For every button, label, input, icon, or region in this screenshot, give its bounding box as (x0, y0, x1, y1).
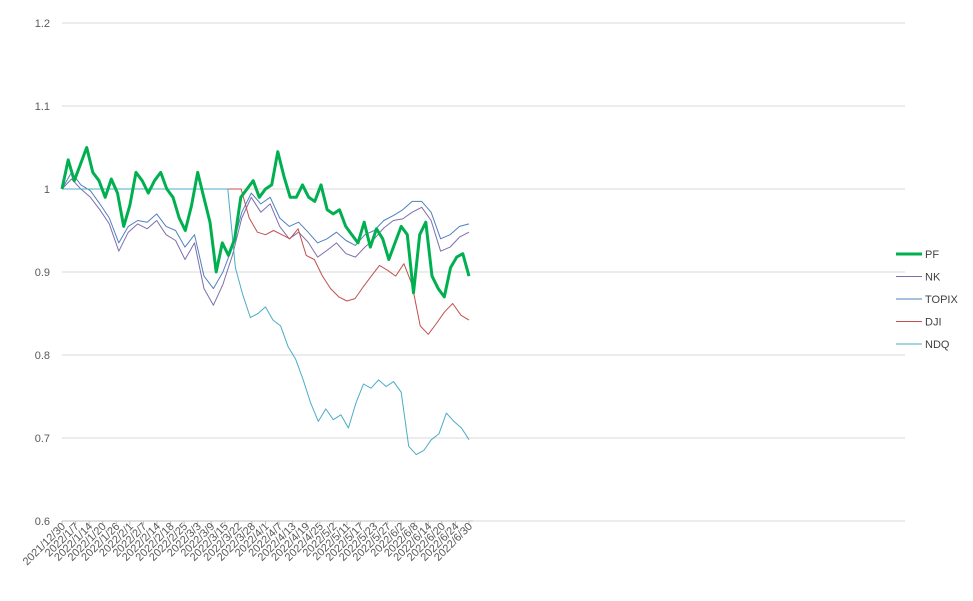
y-tick-label: 0.9 (35, 267, 50, 279)
series-lines (60, 146, 471, 456)
y-tick-label: 0.6 (35, 516, 50, 528)
y-tick-label: 1.1 (35, 101, 50, 113)
legend: PF NK TOPIX DJI NDQ (896, 249, 958, 351)
x-axis-tick-labels: 2021/12/302022/1/72022/1/142022/1/202022… (21, 521, 475, 568)
series-line-ndq (62, 188, 470, 456)
legend-label-ndq: NDQ (925, 339, 950, 351)
y-tick-label: 1 (44, 184, 50, 196)
series-line-nk (61, 178, 470, 306)
y-tick-label: 0.8 (35, 350, 50, 362)
legend-label-topix: TOPIX (925, 294, 958, 306)
legend-label-nk: NK (925, 272, 941, 284)
legend-label-dji: DJI (925, 317, 942, 329)
y-axis-tick-labels: 0.6 0.7 0.8 0.9 1 1.1 1.2 (35, 18, 50, 528)
y-tick-label: 0.7 (35, 433, 50, 445)
series-line-pf (60, 146, 471, 299)
gridlines (61, 22, 905, 525)
series-line-dji (62, 188, 470, 335)
y-tick-label: 1.2 (35, 18, 50, 30)
series-line-topix (61, 171, 470, 290)
legend-label-pf: PF (925, 249, 939, 261)
